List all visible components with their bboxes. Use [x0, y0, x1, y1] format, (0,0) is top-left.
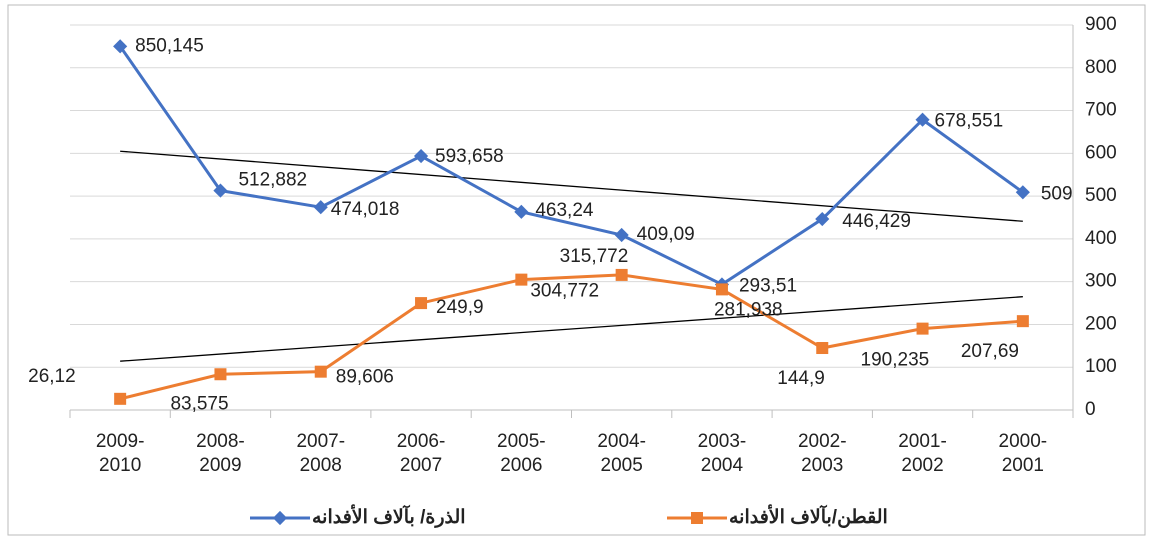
marker	[515, 273, 528, 286]
x-tick-label: 2000-2001	[998, 431, 1048, 476]
marker	[815, 211, 830, 227]
marker	[715, 283, 728, 296]
x-tick-label: 2001-2002	[898, 431, 947, 476]
marker	[816, 342, 829, 355]
marker	[614, 227, 629, 243]
data-label: 315,772	[560, 246, 629, 267]
data-label: 26,12	[28, 366, 76, 387]
marker	[1016, 315, 1029, 328]
data-label: 249,9	[436, 297, 484, 318]
x-tick-label: 2004-2005	[597, 431, 646, 476]
y-tick-label: 500	[1085, 185, 1117, 206]
legend-label: القطن/بآلاف الأفدانه	[729, 507, 888, 528]
y-tick-label: 900	[1085, 14, 1117, 35]
x-tick-label: 2003-2004	[697, 431, 747, 476]
marker	[916, 322, 929, 335]
x-tick-label: 2008-2009	[196, 431, 245, 476]
x-tick-label: 2007-2008	[296, 431, 346, 476]
data-label: 89,606	[336, 367, 394, 388]
marker	[114, 392, 127, 405]
x-tick-label: 2009-2010	[95, 431, 145, 476]
data-label: 83,575	[170, 393, 228, 414]
marker	[314, 365, 327, 378]
series-line	[118, 45, 1024, 287]
data-label: 678,551	[935, 111, 1004, 132]
data-label: 474,018	[331, 199, 400, 220]
data-label: 304,772	[530, 281, 599, 302]
data-label: 144,9	[777, 368, 825, 389]
y-tick-label: 200	[1085, 313, 1117, 334]
data-label: 293,51	[739, 275, 797, 296]
marker	[1015, 185, 1030, 200]
data-label: 409,09	[637, 224, 695, 245]
data-label: 190,235	[861, 350, 930, 371]
marker	[413, 148, 429, 164]
y-tick-label: 400	[1085, 228, 1117, 249]
data-label: 593,658	[435, 146, 504, 167]
marker	[514, 204, 529, 219]
data-label: 446,429	[842, 211, 911, 232]
chart-border	[7, 4, 1146, 536]
data-label: 281,938	[714, 299, 783, 320]
legend-marker	[691, 512, 703, 524]
y-tick-label: 600	[1085, 142, 1117, 163]
marker	[213, 183, 228, 198]
y-tick-label: 800	[1085, 57, 1117, 78]
trendline	[120, 296, 1023, 362]
data-label: 509	[1041, 183, 1073, 204]
marker	[615, 268, 628, 281]
y-tick-label: 100	[1085, 356, 1117, 377]
y-tick-label: 700	[1085, 100, 1117, 121]
x-tick-label: 2006-2007	[396, 431, 446, 476]
legend-marker	[272, 510, 288, 526]
x-tick-label: 2002-2003	[797, 431, 847, 476]
data-label: 512,882	[238, 170, 307, 191]
data-label: 207,69	[961, 341, 1019, 362]
data-label: 850,145	[135, 35, 204, 56]
x-tick-label: 2005-2006	[497, 431, 546, 476]
y-tick-label: 300	[1085, 271, 1117, 292]
marker	[313, 200, 328, 215]
legend-label: الذرة/ بآلاف الأفدانه	[312, 507, 466, 528]
marker	[214, 368, 227, 381]
marker	[915, 112, 930, 127]
y-tick-label: 0	[1085, 399, 1096, 420]
trendline	[120, 150, 1023, 222]
marker	[415, 297, 428, 310]
series-line	[119, 273, 1023, 401]
data-label: 463,24	[535, 200, 594, 221]
